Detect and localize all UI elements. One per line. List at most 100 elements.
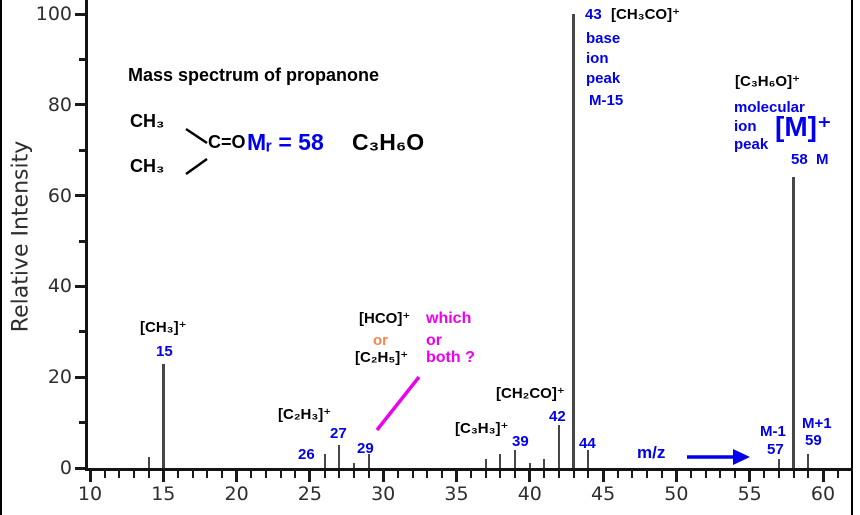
x-tick-label-20: 20 (224, 483, 249, 505)
x-tick-55 (748, 471, 752, 482)
x-tick-18 (206, 471, 209, 478)
x-tick-22 (264, 471, 267, 478)
ion-label-42: [CH₂CO]⁺ (496, 385, 565, 402)
peak-mz-44 (587, 449, 590, 468)
peak-mz-15 (161, 363, 165, 468)
x-tick-15 (161, 471, 165, 482)
y-tick-label-0: 0 (59, 457, 72, 479)
y-tick-40 (75, 284, 85, 288)
ion-label-43: [CH₃CO]⁺ (611, 6, 681, 23)
x-axis-title: m/z (637, 443, 666, 462)
x-tick-49 (660, 471, 663, 478)
x-tick-label-50: 50 (664, 483, 689, 505)
y-tick-label-100: 100 (35, 3, 72, 25)
molecular-ion-symbol: [M]⁺ (775, 111, 832, 142)
y-tick-0 (75, 466, 85, 470)
x-tick-50 (674, 471, 678, 482)
question-which: which (426, 310, 472, 327)
x-tick-35 (455, 471, 458, 482)
y-tick-50 (79, 239, 85, 243)
peak-mz-27 (338, 445, 341, 468)
relative-mass-label: Mᵣ = 58 (247, 129, 324, 155)
x-tick-label-35: 35 (444, 483, 469, 505)
x-tick-33 (426, 471, 429, 478)
x-tick-label-30: 30 (371, 483, 396, 505)
x-tick-52 (704, 471, 707, 478)
x-tick-label-40: 40 (517, 483, 542, 505)
y-tick-30 (79, 330, 85, 334)
x-tick-56 (763, 471, 766, 478)
x-tick-label-10: 10 (77, 483, 103, 505)
peak-number-58: 58 M (791, 151, 829, 168)
y-tick-90 (79, 57, 85, 61)
peak-number-59: 59 (805, 432, 822, 449)
x-tick-41 (543, 471, 546, 478)
x-tick-label-60: 60 (810, 483, 836, 505)
peak-mz-43 (572, 14, 576, 468)
ion-label-58: [C₃H₆O]⁺ (735, 73, 800, 90)
pointer-line-29 (375, 375, 421, 432)
ion-label-15: [CH₃]⁺ (140, 319, 187, 336)
ion-label-29-c2h5: [C₂H₅]⁺ (355, 349, 409, 366)
x-tick-40 (528, 471, 532, 482)
base-peak-note-2: ion (586, 50, 609, 67)
question-or: or (426, 332, 442, 349)
structure-carbonyl: C=O (208, 132, 246, 152)
x-tick-10 (88, 471, 92, 482)
m-plus-1-note: M+1 (802, 415, 832, 432)
y-tick-label-80: 80 (47, 93, 72, 116)
x-tick-38 (499, 471, 502, 478)
ion-label-39: [C₃H₃]⁺ (455, 420, 509, 437)
x-tick-46 (616, 471, 619, 478)
peak-mz-28 (352, 463, 355, 468)
y-tick-70 (79, 148, 85, 152)
x-tick-17 (191, 471, 194, 478)
y-tick-label-20: 20 (47, 366, 72, 389)
peak-number-29: 29 (357, 440, 374, 457)
y-tick-20 (75, 375, 85, 379)
x-tick-12 (118, 471, 121, 478)
x-tick-57 (778, 471, 781, 478)
m-minus-1-note: M-1 (760, 423, 786, 440)
peak-mz-41 (543, 458, 546, 468)
y-axis-line (85, 0, 88, 471)
ion-label-27: [C₂H₃]⁺ (278, 406, 332, 423)
x-tick-25 (308, 471, 312, 482)
y-tick-label-60: 60 (47, 184, 72, 207)
x-tick-label-25: 25 (297, 483, 322, 505)
x-tick-20 (235, 471, 239, 482)
peak-mz-57 (778, 458, 781, 468)
x-tick-19 (220, 471, 223, 478)
x-tick-label-45: 45 (591, 483, 616, 505)
x-tick-59 (807, 471, 810, 478)
peak-mz-14 (147, 456, 150, 468)
x-tick-42 (558, 471, 561, 478)
image-border-right (851, 0, 853, 515)
image-border-left (0, 0, 2, 515)
x-tick-26 (323, 471, 326, 478)
peak-mz-38 (499, 454, 502, 468)
x-tick-28 (352, 471, 355, 478)
x-tick-30 (381, 471, 385, 482)
y-axis-title: Relative Intensity (8, 140, 34, 333)
x-tick-31 (396, 471, 399, 478)
x-tick-48 (646, 471, 649, 478)
peak-mz-42 (558, 424, 561, 468)
peak-number-26: 26 (298, 446, 315, 463)
x-tick-23 (279, 471, 282, 478)
m-minus-15-note: M-15 (589, 92, 624, 109)
peak-mz-39 (514, 449, 517, 468)
y-tick-80 (75, 103, 85, 107)
peak-mz-37 (484, 458, 487, 468)
question-both: both ? (426, 349, 475, 366)
x-tick-43 (572, 471, 575, 478)
peak-number-15: 15 (156, 343, 173, 360)
x-tick-58 (792, 471, 795, 478)
x-tick-label-55: 55 (737, 483, 762, 505)
molecular-ion-note-1: molecular (734, 99, 805, 116)
x-tick-53 (719, 471, 722, 478)
molecular-ion-note-3: peak (734, 136, 769, 153)
or-label-orange: or (373, 332, 388, 349)
x-tick-34 (440, 471, 443, 478)
